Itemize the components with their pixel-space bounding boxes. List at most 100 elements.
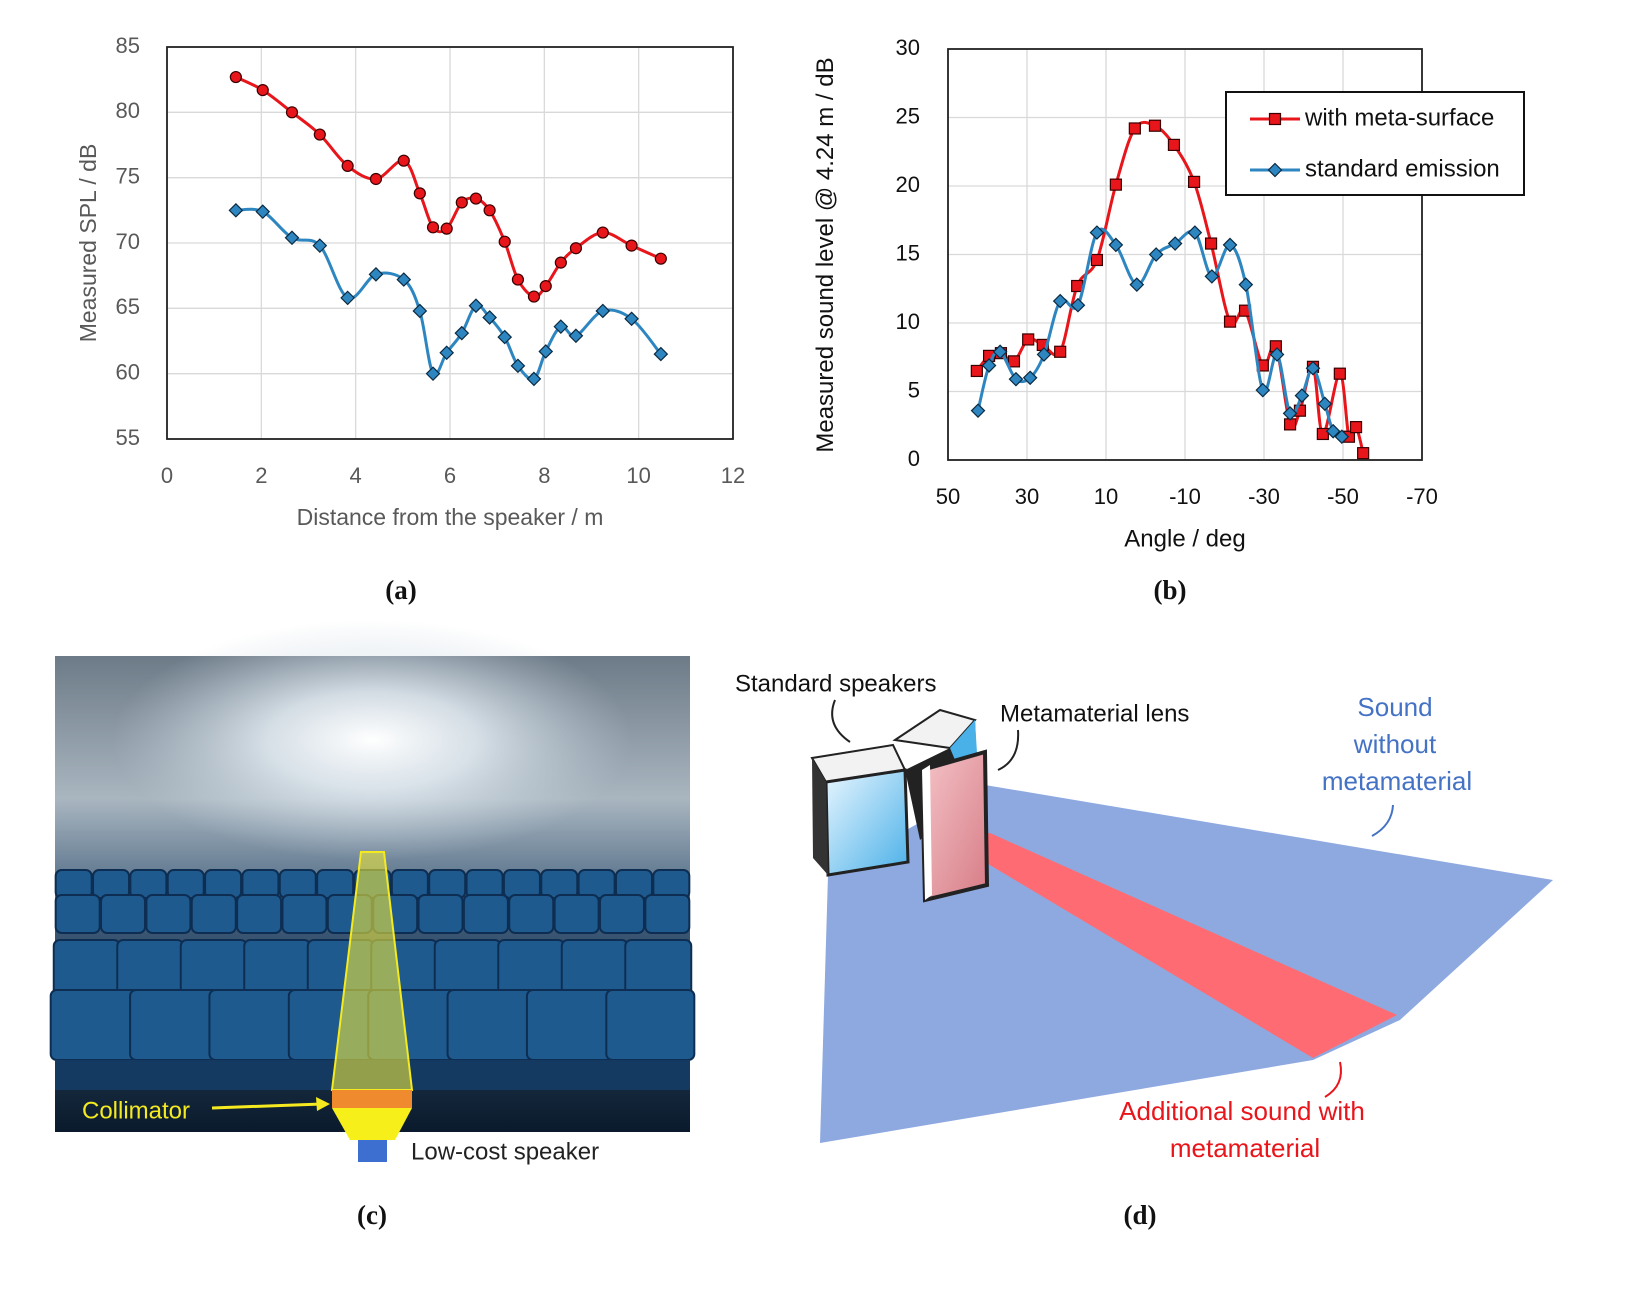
point — [1316, 427, 1329, 441]
seat — [644, 894, 691, 934]
point — [1282, 406, 1298, 421]
seat — [577, 869, 616, 899]
y-axis-label-group: Measured sound level @ 4.24 m / dB — [812, 57, 839, 452]
x-tick-label: -70 — [1406, 484, 1438, 509]
point — [397, 154, 410, 167]
y-tick-label: 25 — [896, 103, 920, 128]
point — [1008, 371, 1024, 387]
x-tick-label: 50 — [936, 484, 960, 509]
point — [468, 298, 484, 314]
point — [469, 192, 483, 205]
point — [653, 346, 669, 362]
x-tick-label: 2 — [255, 463, 267, 488]
point — [439, 345, 455, 361]
legend-box — [1225, 91, 1525, 196]
y-tick-label: 55 — [116, 425, 140, 450]
collimator-shape — [332, 1090, 412, 1108]
point — [510, 358, 526, 374]
light-glow — [112, 620, 632, 860]
point — [1128, 122, 1141, 135]
point — [341, 159, 354, 173]
seat — [145, 894, 192, 934]
seat — [525, 989, 616, 1061]
point — [1333, 367, 1346, 380]
point — [1089, 225, 1105, 240]
point — [1148, 119, 1162, 132]
x-tick-label: 4 — [350, 463, 362, 488]
y-axis-label: Measured SPL / dB — [75, 144, 101, 343]
seat — [54, 869, 93, 899]
y-tick-label: 65 — [116, 294, 140, 319]
y-tick-label: 20 — [896, 172, 920, 197]
point — [1187, 225, 1203, 240]
arrow — [1324, 1061, 1342, 1098]
arrow — [1371, 804, 1394, 837]
seat — [208, 989, 299, 1061]
point — [553, 319, 569, 334]
seat — [49, 989, 140, 1061]
seat — [553, 894, 600, 934]
point — [1036, 347, 1052, 362]
speaker-label: Low-cost speaker — [411, 1138, 599, 1165]
point — [396, 272, 412, 287]
point — [1204, 237, 1218, 250]
additional-label: Additional sound with — [1119, 1096, 1365, 1126]
point — [454, 325, 470, 341]
point — [482, 310, 497, 325]
point — [1294, 388, 1310, 403]
seat — [428, 869, 467, 899]
x-tick-label: 30 — [1015, 484, 1039, 509]
caption: (d) — [1124, 1200, 1157, 1230]
seat — [465, 869, 504, 899]
additional-label: metamaterial — [1170, 1133, 1320, 1163]
point — [1334, 429, 1350, 445]
point — [1070, 297, 1086, 313]
point — [624, 311, 639, 327]
x-tick-label: 0 — [161, 463, 173, 488]
point — [497, 329, 513, 345]
speaker-side — [812, 758, 828, 875]
point — [981, 358, 997, 373]
y-tick-label: 15 — [896, 240, 920, 265]
point — [255, 204, 271, 219]
y-tick-label: 70 — [116, 229, 140, 254]
point — [285, 106, 299, 119]
lens — [919, 749, 990, 903]
series-line — [235, 75, 662, 299]
seat — [281, 894, 328, 934]
point — [1204, 269, 1220, 284]
seat — [190, 894, 237, 934]
point — [1268, 112, 1282, 126]
point — [1187, 175, 1201, 188]
point — [992, 344, 1008, 360]
speaker-box — [358, 1140, 387, 1162]
seat — [92, 869, 131, 899]
x-tick-label: -10 — [1169, 484, 1201, 509]
point — [228, 202, 244, 218]
collimator-label: Collimator — [82, 1097, 190, 1124]
seat — [54, 894, 101, 934]
point — [425, 366, 441, 382]
arrow-head — [316, 1097, 330, 1111]
seat — [462, 894, 509, 934]
point — [1223, 315, 1237, 328]
point — [1129, 277, 1145, 292]
point — [440, 222, 453, 235]
arrow — [831, 699, 851, 743]
point — [1357, 447, 1370, 460]
seat — [129, 989, 220, 1061]
point — [538, 344, 554, 359]
series-line — [235, 207, 663, 381]
x-tick-label: 10 — [626, 463, 650, 488]
y-tick-label: 85 — [116, 33, 140, 58]
point — [1167, 236, 1183, 251]
point — [312, 238, 328, 253]
y-axis-label-box: Measured sound level @ 4.24 m / dB — [812, 57, 839, 452]
x-tick-label: -30 — [1248, 484, 1280, 509]
sound-label: metamaterial — [1322, 766, 1472, 796]
sound-label: Sound — [1357, 692, 1432, 722]
point — [1255, 382, 1271, 398]
seat — [417, 894, 464, 934]
point — [1269, 347, 1285, 362]
